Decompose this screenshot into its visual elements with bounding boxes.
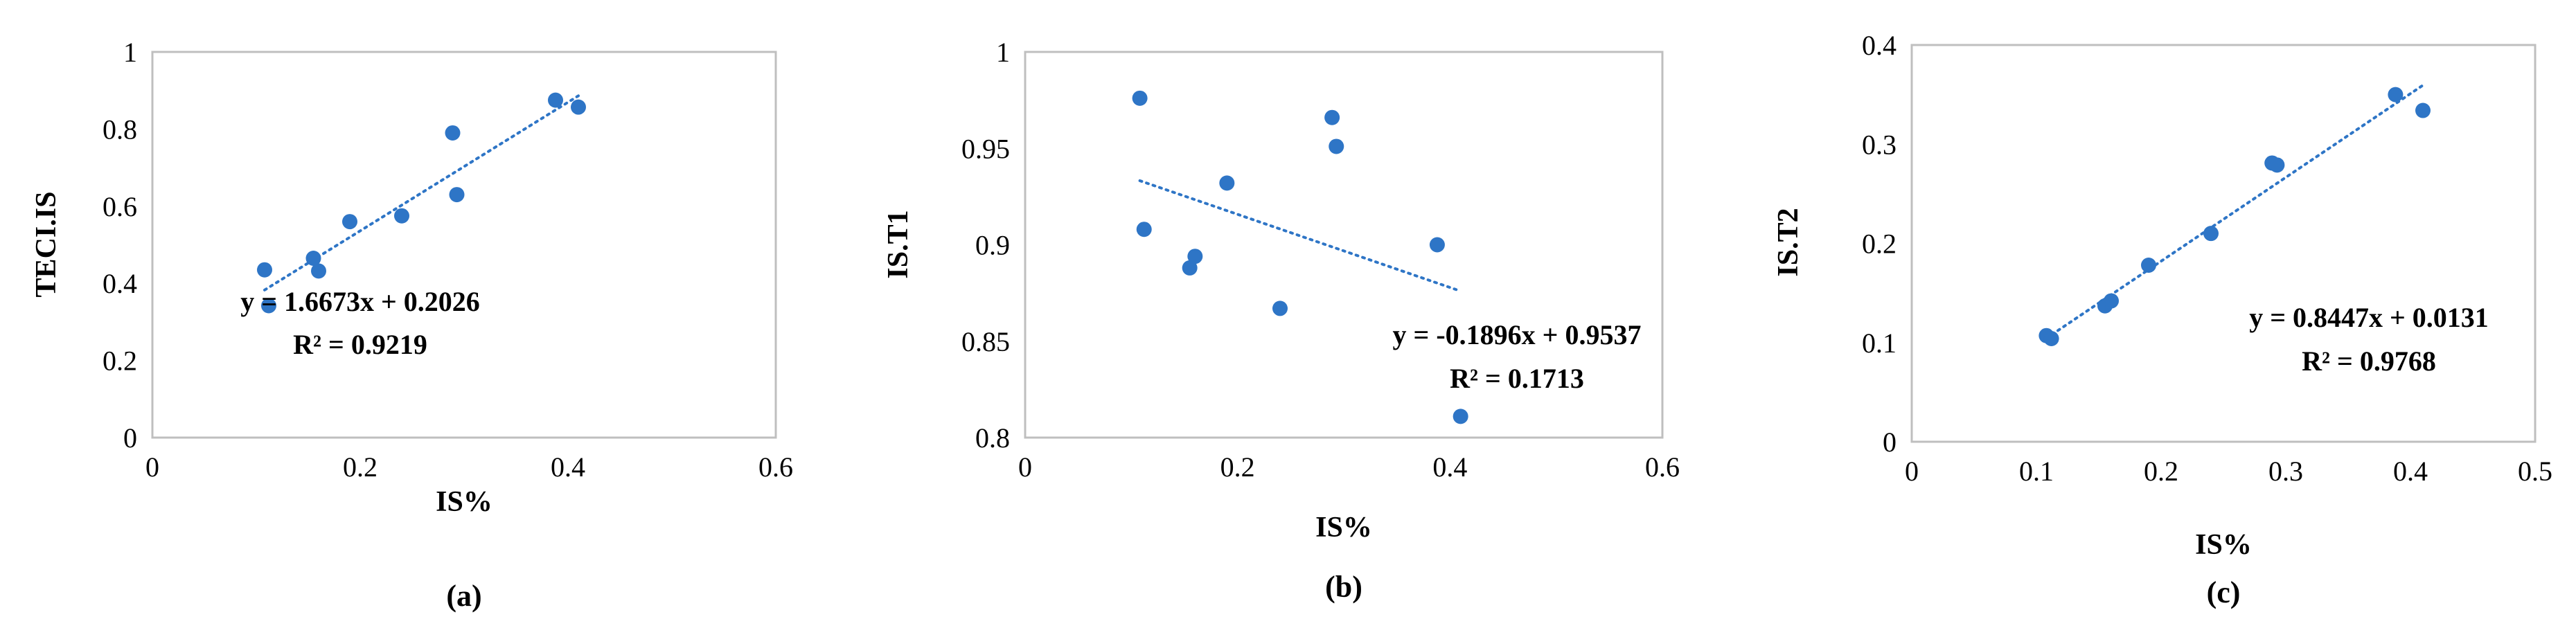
data-point xyxy=(1132,90,1148,106)
x-tick-label: 0.4 xyxy=(551,451,585,483)
y-tick-label: 0.1 xyxy=(1862,328,1897,359)
y-tick-label: 0.6 xyxy=(103,191,137,222)
data-point xyxy=(445,125,461,141)
y-axis-title: IS.T2 xyxy=(1773,208,1804,276)
x-tick-label: 0.3 xyxy=(2268,456,2303,487)
chart-panel-2: 0.8 0.85 0.9 0.95 1 0 0.2 0.4 0.6 IS% IS.T1 y = -0.… xyxy=(882,37,1680,604)
y-axis-title: IS.T1 xyxy=(882,210,914,278)
y-tick-label: 0.2 xyxy=(103,346,137,377)
trendline xyxy=(1138,179,1462,293)
x-tick-label: 0.6 xyxy=(1645,451,1680,483)
data-point xyxy=(1429,237,1445,253)
y-tick-label: 0.9 xyxy=(975,230,1010,261)
x-tick-label: 0.2 xyxy=(343,451,377,483)
y-tick-label: 0.8 xyxy=(975,422,1010,454)
data-point xyxy=(1182,260,1198,276)
data-point xyxy=(2269,157,2285,173)
x-axis-title: IS% xyxy=(2195,529,2252,561)
x-tick-label: 0.2 xyxy=(1220,451,1255,483)
y-tick-label: 0.95 xyxy=(961,133,1010,164)
data-point xyxy=(1453,409,1468,424)
y-tick-label: 0.4 xyxy=(103,268,137,299)
x-tick-label: 0 xyxy=(1905,456,1919,487)
data-point xyxy=(1219,175,1235,191)
panel-label: (c) xyxy=(2207,575,2241,609)
x-tick-label: 0.4 xyxy=(1432,451,1467,483)
plot-area xyxy=(151,51,777,439)
y-tick-label: 1 xyxy=(123,37,137,68)
x-tick-label: 0.4 xyxy=(2393,456,2428,487)
data-point xyxy=(449,187,465,203)
y-tick-label: 0 xyxy=(1883,427,1897,458)
data-point xyxy=(342,214,357,230)
chart-panel-3: 0 0.1 0.2 0.3 0.4 0 0.1 0.2 0.3 0.4 0.5 IS% IS.T2 y =… xyxy=(1773,30,2552,609)
trendline-equation: y = 1.6673x + 0.2026 xyxy=(240,286,480,317)
data-point xyxy=(1136,222,1152,237)
x-tick-label: 0.2 xyxy=(2144,456,2178,487)
data-point xyxy=(1329,138,1344,154)
data-point xyxy=(257,262,272,278)
x-tick-label: 0.6 xyxy=(758,451,793,483)
panel-label: (b) xyxy=(1325,570,1362,604)
x-tick-label: 0 xyxy=(1018,451,1032,483)
data-point xyxy=(2415,102,2431,118)
y-tick-label: 0.4 xyxy=(1862,30,1897,61)
y-tick-label: 0.85 xyxy=(961,326,1010,357)
x-tick-label: 0.1 xyxy=(2019,456,2054,487)
r-squared-label: R² = 0.9219 xyxy=(293,329,427,360)
data-point xyxy=(1187,249,1203,264)
data-point xyxy=(571,99,586,115)
data-point xyxy=(1272,300,1288,316)
data-point xyxy=(311,263,326,279)
plot-area xyxy=(1910,44,2537,443)
data-point xyxy=(2203,226,2219,242)
data-point xyxy=(261,298,276,314)
r-squared-label: R² = 0.1713 xyxy=(1450,363,1584,394)
x-tick-label: 0 xyxy=(145,451,159,483)
trendline-equation: y = 0.8447x + 0.0131 xyxy=(2249,302,2489,333)
data-point xyxy=(2388,87,2404,102)
data-point xyxy=(2141,258,2156,273)
y-tick-label: 0.2 xyxy=(1862,228,1897,260)
y-tick-label: 0.8 xyxy=(103,114,137,145)
data-point xyxy=(2104,293,2119,309)
r-squared-label: R² = 0.9768 xyxy=(2302,346,2436,377)
chart-panel-1: 0 0.2 0.4 0.6 0.8 1 0 0.2 0.4 0.6 IS% TECI.IS y = 1.… xyxy=(30,37,793,613)
x-axis-title: IS% xyxy=(1315,512,1372,544)
y-tick-label: 0 xyxy=(123,422,137,454)
data-point xyxy=(548,92,563,108)
data-point xyxy=(305,250,321,266)
data-point xyxy=(394,208,409,224)
plot-area xyxy=(1024,51,1664,439)
y-axis-title: TECI.IS xyxy=(30,192,62,298)
x-axis-title: IS% xyxy=(436,486,492,518)
panel-label: (a) xyxy=(446,579,481,613)
data-point xyxy=(1324,109,1340,125)
y-tick-label: 0.3 xyxy=(1862,129,1897,160)
y-tick-label: 1 xyxy=(996,37,1010,68)
trendline-equation: y = -0.1896x + 0.9537 xyxy=(1393,319,1642,350)
data-point xyxy=(2043,331,2059,347)
x-tick-label: 0.5 xyxy=(2518,456,2552,487)
